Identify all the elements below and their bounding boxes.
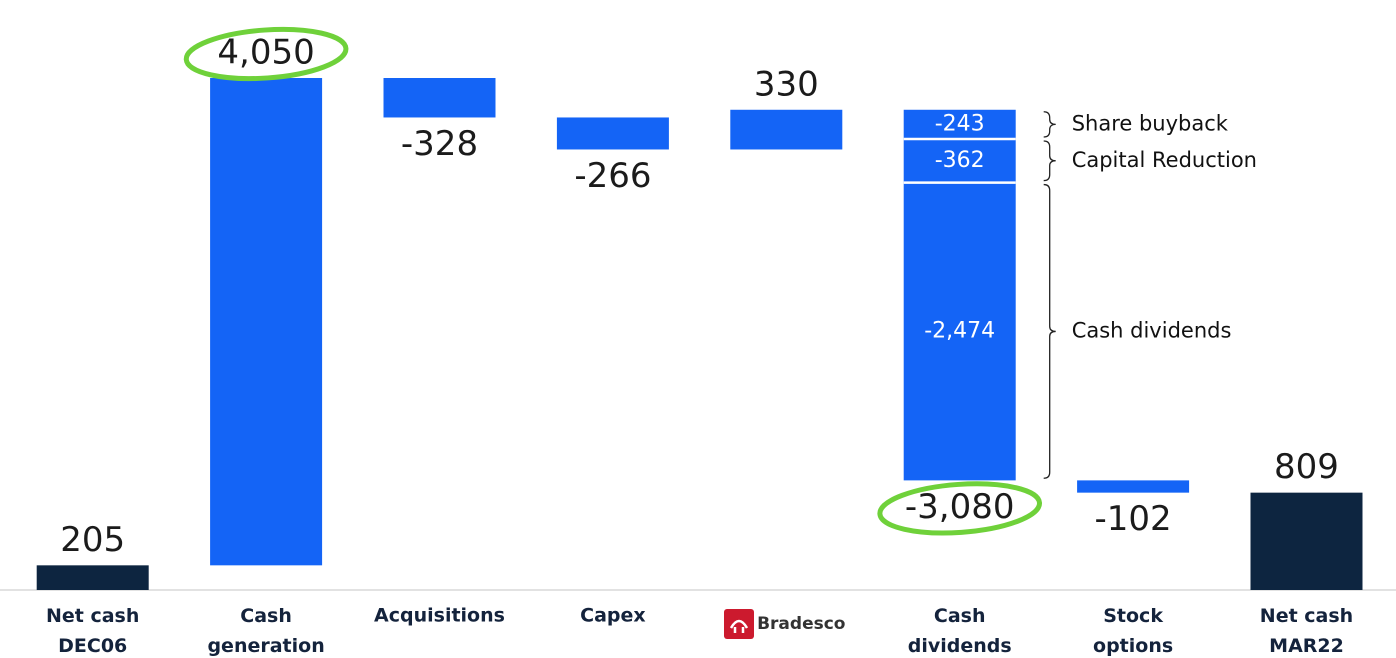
- value-label: 4,050: [217, 33, 314, 73]
- bar: [210, 78, 323, 566]
- segment-label: -243: [935, 111, 985, 136]
- category-label: Cash dividends: [908, 605, 1012, 657]
- value-label: -102: [1095, 499, 1172, 539]
- category-label: Net cash DEC06: [46, 605, 139, 657]
- annotation: Share buyback: [1072, 111, 1229, 135]
- total-bar: [1250, 492, 1363, 590]
- bradesco-logo: [724, 609, 754, 639]
- annotation: Capital Reduction: [1072, 148, 1257, 172]
- value-label: -266: [574, 156, 651, 196]
- segment-label: -362: [935, 148, 985, 173]
- brace: [1043, 111, 1056, 138]
- highlight-ring: [183, 26, 349, 82]
- value-label: 205: [60, 520, 125, 560]
- bar: [383, 78, 496, 118]
- annotation: Cash dividends: [1072, 318, 1232, 342]
- brace: [1043, 140, 1056, 182]
- bar: [556, 117, 669, 150]
- brace: [1043, 183, 1056, 479]
- highlight-ring: [877, 481, 1043, 536]
- category-label: Bradesco: [757, 614, 845, 634]
- total-bar: [36, 565, 149, 590]
- value-label: 330: [754, 64, 819, 104]
- category-label: Stock options: [1093, 605, 1173, 657]
- category-label: Cash generation: [207, 605, 324, 657]
- segment-label: -2,474: [924, 318, 995, 343]
- category-label: Net cash MAR22: [1260, 605, 1353, 657]
- category-label: Capex: [580, 605, 646, 627]
- bar: [903, 109, 1016, 481]
- value-label: -328: [401, 124, 478, 164]
- bar: [1077, 480, 1190, 493]
- bar: [730, 109, 843, 150]
- value-label: 809: [1274, 447, 1339, 487]
- category-label: Acquisitions: [374, 605, 505, 627]
- value-label: -3,080: [905, 487, 1015, 527]
